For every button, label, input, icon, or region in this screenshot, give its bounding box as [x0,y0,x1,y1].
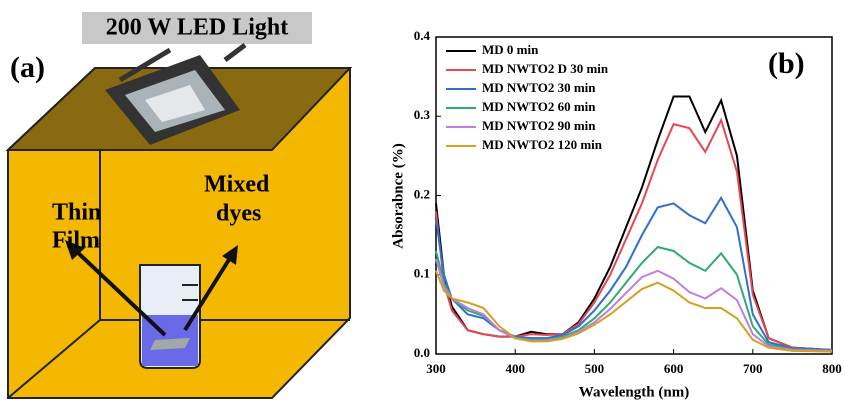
x-axis-label: Wavelength (nm) [579,384,689,400]
arrow [73,248,167,337]
series-line [435,245,833,352]
x-tick-label: 400 [505,361,525,376]
annotation: Film [52,228,100,254]
legend-label: MD NWTO2 30 min [482,80,596,95]
y-tick-label: 0.4 [414,28,431,43]
panel-label: (a) [10,51,45,84]
series-line [435,117,833,352]
legend-label: MD NWTO2 60 min [482,99,596,114]
beaker [139,264,201,369]
y-tick-label: 0.3 [414,107,431,122]
arrow [183,256,232,332]
x-tick-label: 700 [743,361,763,376]
legend-label: MD NWTO2 D 30 min [482,61,609,76]
y-tick-label: 0.2 [414,186,430,201]
arrowhead [65,240,85,260]
panel-b: (b) Wavelength (nm) Absorabnce (%) 0.0 0.… [390,28,841,400]
lamp [105,43,247,145]
series-line [435,195,833,352]
x-tick-label: 500 [585,361,605,376]
annotation: dyes [216,201,261,227]
x-tick-label: 300 [426,361,446,376]
annotation: Thin [52,200,101,226]
y-tick-label: 0.1 [414,266,430,281]
legend-label: MD 0 min [482,42,539,57]
lamp-label-bg [82,12,312,44]
legend-label: MD NWTO2 120 min [482,137,603,152]
panel-a: 200 W LED Light (a) Thin Film Mixed dyes [5,12,353,399]
arrowhead [222,245,238,265]
x-tick-label: 600 [664,361,684,376]
y-tick-label: 0.0 [414,345,430,360]
x-tick-label: 800 [822,361,842,376]
annotation: Mixed [204,172,270,198]
series-line [435,258,833,352]
panel-label: (b) [768,47,805,80]
legend-label: MD NWTO2 90 min [482,118,596,133]
edge [7,319,101,399]
y-axis-label: Absorabnce (%) [390,143,406,248]
lamp-label: 200 W LED Light [106,15,289,41]
series-line [435,270,833,353]
